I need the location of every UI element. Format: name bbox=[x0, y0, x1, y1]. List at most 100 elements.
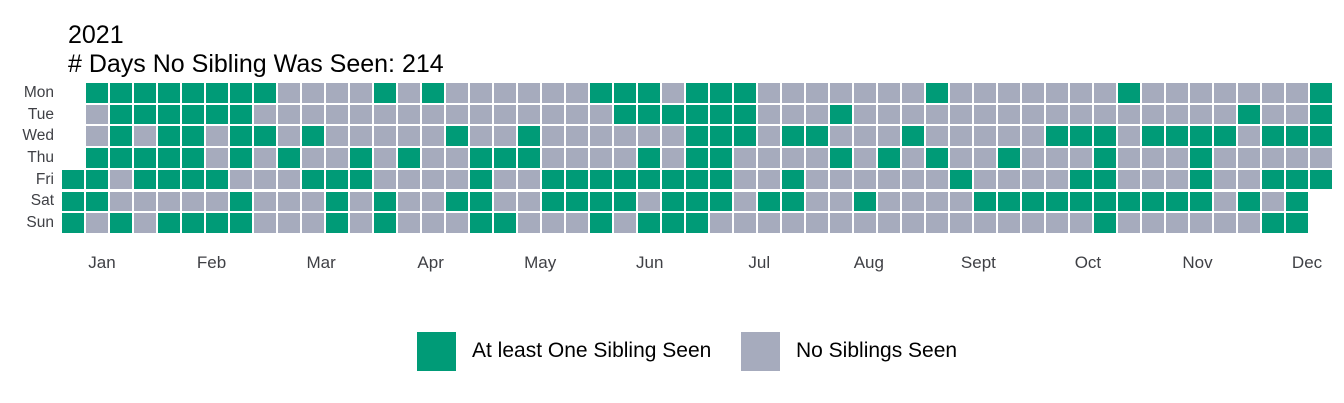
day-cell-no-sibling-seen bbox=[1046, 104, 1068, 125]
day-cell-sibling-seen bbox=[1286, 169, 1308, 190]
day-cell-no-sibling-seen bbox=[86, 104, 108, 125]
day-cell-sibling-seen bbox=[1142, 191, 1164, 212]
day-cell-sibling-seen bbox=[518, 148, 540, 168]
day-cell-sibling-seen bbox=[638, 148, 660, 168]
day-cell-sibling-seen bbox=[182, 104, 204, 125]
day-cell-no-sibling-seen bbox=[518, 104, 540, 125]
day-cell-sibling-seen bbox=[86, 191, 108, 212]
day-cell-sibling-seen bbox=[614, 191, 636, 212]
weekday-label-wed: Wed bbox=[22, 127, 54, 145]
day-cell-no-sibling-seen bbox=[1070, 213, 1092, 233]
day-cell-sibling-seen bbox=[206, 169, 228, 190]
day-cell-sibling-seen bbox=[782, 126, 804, 146]
day-cell-sibling-seen bbox=[182, 83, 204, 103]
day-cell-no-sibling-seen bbox=[974, 104, 996, 125]
day-cell-sibling-seen bbox=[1262, 126, 1284, 146]
day-cell-sibling-seen bbox=[182, 169, 204, 190]
day-cell-no-sibling-seen bbox=[878, 169, 900, 190]
day-cell-no-sibling-seen bbox=[1094, 83, 1116, 103]
day-cell-sibling-seen bbox=[686, 104, 708, 125]
day-cell-no-sibling-seen bbox=[1142, 148, 1164, 168]
day-cell-sibling-seen bbox=[206, 83, 228, 103]
day-cell-no-sibling-seen bbox=[1286, 104, 1308, 125]
day-cell-no-sibling-seen bbox=[806, 213, 828, 233]
day-cell-no-sibling-seen bbox=[206, 148, 228, 168]
day-cell-no-sibling-seen bbox=[542, 126, 564, 146]
day-cell-sibling-seen bbox=[686, 126, 708, 146]
day-cell-no-sibling-seen bbox=[278, 213, 300, 233]
day-cell-sibling-seen bbox=[734, 126, 756, 146]
day-cell-sibling-seen bbox=[206, 104, 228, 125]
day-cell-no-sibling-seen bbox=[1262, 148, 1284, 168]
day-cell-no-sibling-seen bbox=[470, 83, 492, 103]
weekday-label-sun: Sun bbox=[26, 214, 54, 231]
day-cell-no-sibling-seen bbox=[1022, 83, 1044, 103]
day-cell-no-sibling-seen bbox=[734, 213, 756, 233]
day-cell-no-sibling-seen bbox=[422, 148, 444, 168]
day-cell-no-sibling-seen bbox=[1262, 191, 1284, 212]
month-label-aug: Aug bbox=[853, 253, 884, 272]
day-cell-sibling-seen bbox=[638, 104, 660, 125]
day-cell-no-sibling-seen bbox=[374, 169, 396, 190]
day-cell-no-sibling-seen bbox=[1046, 83, 1068, 103]
day-cell-sibling-seen bbox=[470, 213, 492, 233]
day-cell-sibling-seen bbox=[230, 148, 252, 168]
day-cell-no-sibling-seen bbox=[1022, 104, 1044, 125]
day-cell-no-sibling-seen bbox=[302, 148, 324, 168]
day-cell-no-sibling-seen bbox=[542, 104, 564, 125]
day-cell-no-sibling-seen bbox=[446, 213, 468, 233]
day-cell-sibling-seen bbox=[182, 148, 204, 168]
day-cell-no-sibling-seen bbox=[566, 104, 588, 125]
day-cell-no-sibling-seen bbox=[1214, 169, 1236, 190]
day-cell-no-sibling-seen bbox=[134, 213, 156, 233]
weekday-label-tue: Tue bbox=[27, 105, 54, 123]
day-cell-sibling-seen bbox=[686, 148, 708, 168]
day-cell-no-sibling-seen bbox=[950, 83, 972, 103]
day-cell-no-sibling-seen bbox=[446, 83, 468, 103]
day-cell-sibling-seen bbox=[134, 148, 156, 168]
day-cell-sibling-seen bbox=[806, 126, 828, 146]
day-cell-no-sibling-seen bbox=[374, 104, 396, 125]
day-cell-no-sibling-seen bbox=[950, 213, 972, 233]
day-cell-no-sibling-seen bbox=[974, 83, 996, 103]
day-cell-no-sibling-seen bbox=[254, 213, 276, 233]
day-cell-sibling-seen bbox=[662, 169, 684, 190]
day-cell-sibling-seen bbox=[734, 83, 756, 103]
day-cell-no-sibling-seen bbox=[734, 191, 756, 212]
day-cell-sibling-seen bbox=[158, 83, 180, 103]
day-cell-no-sibling-seen bbox=[254, 104, 276, 125]
day-cell-no-sibling-seen bbox=[1022, 126, 1044, 146]
day-cell-sibling-seen bbox=[686, 83, 708, 103]
day-cell-sibling-seen bbox=[158, 213, 180, 233]
weekday-label-thu: Thu bbox=[27, 148, 54, 166]
day-cell-no-sibling-seen bbox=[1190, 213, 1212, 233]
day-cell-sibling-seen bbox=[926, 83, 948, 103]
day-cell-sibling-seen bbox=[542, 169, 564, 190]
month-label-jul: Jul bbox=[748, 253, 771, 272]
day-cell-no-sibling-seen bbox=[206, 126, 228, 146]
day-cell-no-sibling-seen bbox=[542, 213, 564, 233]
day-cell-sibling-seen bbox=[206, 213, 228, 233]
day-cell-sibling-seen bbox=[86, 148, 108, 168]
day-cell-no-sibling-seen bbox=[518, 213, 540, 233]
day-cell-no-sibling-seen bbox=[782, 148, 804, 168]
month-label-apr: Apr bbox=[417, 253, 444, 272]
day-cell-no-sibling-seen bbox=[782, 213, 804, 233]
day-cell-no-sibling-seen bbox=[1118, 169, 1140, 190]
day-cell-sibling-seen bbox=[374, 83, 396, 103]
day-cell-no-sibling-seen bbox=[350, 126, 372, 146]
day-cell-no-sibling-seen bbox=[926, 213, 948, 233]
day-cell-no-sibling-seen bbox=[494, 126, 516, 146]
day-cell-sibling-seen bbox=[254, 83, 276, 103]
day-cell-sibling-seen bbox=[1142, 126, 1164, 146]
day-cell-no-sibling-seen bbox=[398, 213, 420, 233]
day-cell-no-sibling-seen bbox=[254, 148, 276, 168]
day-cell-sibling-seen bbox=[686, 213, 708, 233]
day-cell-no-sibling-seen bbox=[326, 126, 348, 146]
day-cell-sibling-seen bbox=[326, 213, 348, 233]
day-cell-no-sibling-seen bbox=[470, 126, 492, 146]
day-cell-sibling-seen bbox=[1190, 148, 1212, 168]
day-cell-sibling-seen bbox=[1118, 83, 1140, 103]
day-cell-no-sibling-seen bbox=[1190, 83, 1212, 103]
day-cell-sibling-seen bbox=[902, 126, 924, 146]
